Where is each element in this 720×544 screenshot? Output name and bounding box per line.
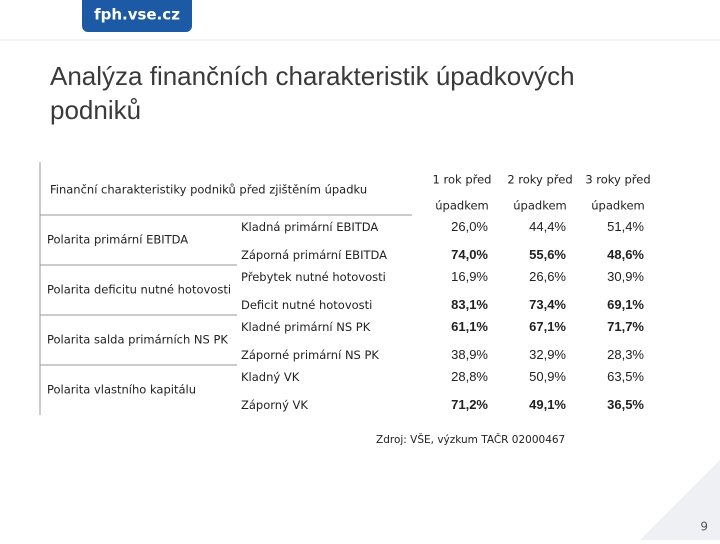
value: 61,1% — [451, 319, 488, 334]
value: 16,9% — [451, 269, 488, 284]
value: 48,6% — [607, 247, 644, 262]
group-label: Polarita salda primárních NS PK — [47, 333, 228, 347]
title-line: Analýza finančních charakteristik úpadko… — [50, 61, 575, 125]
source: Zdroj: VŠE, výzkum TAČR 02000467 — [376, 433, 565, 446]
column-header: úpadkem — [435, 199, 488, 213]
corner-decor — [640, 460, 720, 540]
value: 50,9% — [529, 369, 566, 384]
value: 28,3% — [607, 347, 644, 362]
column-header: 3 roky před — [585, 173, 650, 187]
logo-box — [82, 0, 192, 32]
value: 32,9% — [529, 347, 566, 362]
group-label: Polarita vlastního kapitálu — [47, 383, 196, 397]
value: 55,6% — [529, 247, 566, 262]
value: 28,8% — [451, 369, 488, 384]
page-number: 9 — [700, 520, 708, 534]
row-label: Kladné primární NS PK — [241, 320, 371, 334]
row-label: Kladná primární EBITDA — [241, 220, 378, 234]
group-label: Polarita deficitu nutné hotovosti — [47, 283, 231, 297]
column-header: úpadkem — [513, 199, 566, 213]
row-label: Kladný VK — [241, 370, 300, 384]
value: 38,9% — [451, 347, 488, 362]
value: 26,6% — [529, 269, 566, 284]
row-label: Deficit nutné hotovosti — [241, 298, 372, 312]
value: 36,5% — [607, 397, 644, 412]
value: 71,7% — [607, 319, 644, 334]
column-header: 2 roky před — [507, 173, 572, 187]
value: 74,0% — [451, 247, 488, 262]
column-header: 1 rok před — [433, 173, 492, 187]
logo: fph.vse.cz — [94, 6, 180, 24]
value: 67,1% — [529, 319, 566, 334]
value: 73,4% — [529, 297, 566, 312]
column-header: úpadkem — [591, 199, 644, 213]
value: 63,5% — [607, 369, 644, 384]
value: 51,4% — [607, 219, 644, 234]
value: 69,1% — [607, 297, 644, 312]
row-label: Záporná primární EBITDA — [241, 248, 387, 262]
row-label: Záporný VK — [241, 398, 308, 412]
row-label: Záporné primární NS PK — [241, 348, 379, 362]
value: 71,2% — [451, 397, 488, 412]
value: 44,4% — [529, 219, 566, 234]
value: 26,0% — [451, 219, 488, 234]
value: 30,9% — [607, 269, 644, 284]
row-label: Přebytek nutné hotovosti — [241, 270, 386, 284]
table-header: Finanční charakteristiky podniků před zj… — [50, 183, 367, 197]
value: 83,1% — [451, 297, 488, 312]
value: 49,1% — [529, 397, 566, 412]
group-label: Polarita primární EBITDA — [47, 233, 188, 247]
